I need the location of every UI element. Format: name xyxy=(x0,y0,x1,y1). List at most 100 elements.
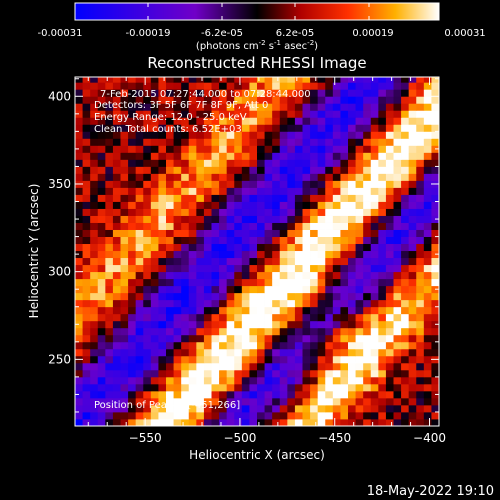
heatmap-cell xyxy=(431,306,439,315)
heatmap-cell xyxy=(363,152,372,160)
heatmap-cell xyxy=(370,362,379,371)
heatmap-cell xyxy=(249,362,258,371)
heatmap-cell xyxy=(264,82,273,90)
heatmap-cell xyxy=(105,145,114,153)
heatmap-cell xyxy=(287,383,296,392)
heatmap-cell xyxy=(181,194,190,202)
heatmap-cell xyxy=(385,194,394,202)
heatmap-cell xyxy=(355,404,364,413)
heatmap-cell xyxy=(378,77,387,83)
heatmap-cell xyxy=(363,397,372,406)
heatmap-cell xyxy=(340,250,349,259)
heatmap-cell xyxy=(173,250,182,259)
heatmap-cell xyxy=(317,264,326,273)
heatmap-cell xyxy=(257,397,265,406)
heatmap-cell xyxy=(257,166,265,174)
heatmap-cell xyxy=(302,201,311,209)
heatmap-cell xyxy=(211,166,220,174)
heatmap-cell xyxy=(150,390,159,399)
heatmap-cell xyxy=(150,257,159,266)
heatmap-cell xyxy=(416,285,425,294)
heatmap-cell xyxy=(294,131,303,139)
heatmap-cell xyxy=(393,131,402,139)
heatmap-cell xyxy=(241,173,250,181)
heatmap-cell xyxy=(241,89,250,97)
heatmap-cell xyxy=(97,131,106,139)
heatmap-cell xyxy=(325,376,334,385)
heatmap-cell xyxy=(423,397,432,406)
heatmap-cell xyxy=(302,194,311,202)
heatmap-cell xyxy=(302,341,311,350)
heatmap-cell xyxy=(105,152,114,160)
heatmap-cell xyxy=(355,173,364,181)
info-overlay: 7-Feb-2015 07:27:44.000 to 07:28:44.000 … xyxy=(94,89,311,411)
heatmap-cell xyxy=(82,222,91,230)
heatmap-cell xyxy=(211,208,220,216)
heatmap-cell xyxy=(188,180,197,188)
heatmap-cell xyxy=(431,369,439,378)
heatmap-cell xyxy=(257,180,265,188)
heatmap-cell xyxy=(219,390,228,399)
heatmap-cell xyxy=(272,390,281,399)
heatmap-cell xyxy=(135,131,144,139)
heatmap-cell xyxy=(241,201,250,209)
heatmap-cell xyxy=(143,341,152,350)
heatmap-cell xyxy=(158,271,167,280)
heatmap-cell xyxy=(249,411,258,420)
heatmap-cell xyxy=(385,348,394,357)
heatmap-cell xyxy=(279,250,288,259)
heatmap-cell xyxy=(401,264,410,273)
heatmap-cell xyxy=(385,243,394,252)
heatmap-cell xyxy=(173,208,182,216)
heatmap-cell xyxy=(196,152,205,160)
heatmap-cell xyxy=(196,173,205,181)
heatmap-cell xyxy=(332,285,341,294)
heatmap-cell xyxy=(166,334,174,343)
heatmap-cell xyxy=(423,96,432,104)
heatmap-cell xyxy=(181,264,190,273)
heatmap-cell xyxy=(249,404,258,413)
heatmap-cell xyxy=(279,257,288,266)
heatmap-cell xyxy=(287,355,296,364)
heatmap-cell xyxy=(355,180,364,188)
heatmap-cell xyxy=(226,411,235,420)
heatmap-cell xyxy=(272,257,281,266)
heatmap-cell xyxy=(203,313,212,322)
heatmap-cell xyxy=(211,117,220,125)
heatmap-cell xyxy=(234,187,243,195)
heatmap-cell xyxy=(203,187,212,195)
heatmap-cell xyxy=(166,201,174,209)
heatmap-cell xyxy=(97,257,106,266)
heatmap-cell xyxy=(393,194,402,202)
heatmap-cell xyxy=(219,285,228,294)
heatmap-cell xyxy=(219,376,228,385)
heatmap-cell xyxy=(310,89,319,97)
heatmap-cell xyxy=(249,215,258,223)
heatmap-cell xyxy=(150,77,159,83)
heatmap-cell xyxy=(272,313,281,322)
heatmap-cell xyxy=(128,355,137,364)
heatmap-cell xyxy=(401,166,410,174)
heatmap-cell xyxy=(310,334,319,343)
heatmap-cell xyxy=(408,82,417,90)
heatmap-cell xyxy=(325,194,334,202)
heatmap-cell xyxy=(112,236,121,245)
heatmap-cell xyxy=(393,110,402,118)
heatmap-cell xyxy=(385,264,394,273)
heatmap-cell xyxy=(355,355,364,364)
heatmap-cell xyxy=(203,334,212,343)
heatmap-cell xyxy=(279,243,288,252)
heatmap-cell xyxy=(294,187,303,195)
heatmap-cell xyxy=(234,180,243,188)
heatmap-cell xyxy=(355,348,364,357)
heatmap-cell xyxy=(90,320,99,329)
heatmap-cell xyxy=(120,77,129,83)
heatmap-cell xyxy=(219,89,228,97)
heatmap-cell xyxy=(135,355,144,364)
heatmap-cell xyxy=(181,299,190,308)
heatmap-cell xyxy=(416,215,425,223)
heatmap-cell xyxy=(257,138,265,146)
heatmap-cell xyxy=(408,362,417,371)
heatmap-cell xyxy=(97,124,106,132)
heatmap-cell xyxy=(120,292,129,301)
